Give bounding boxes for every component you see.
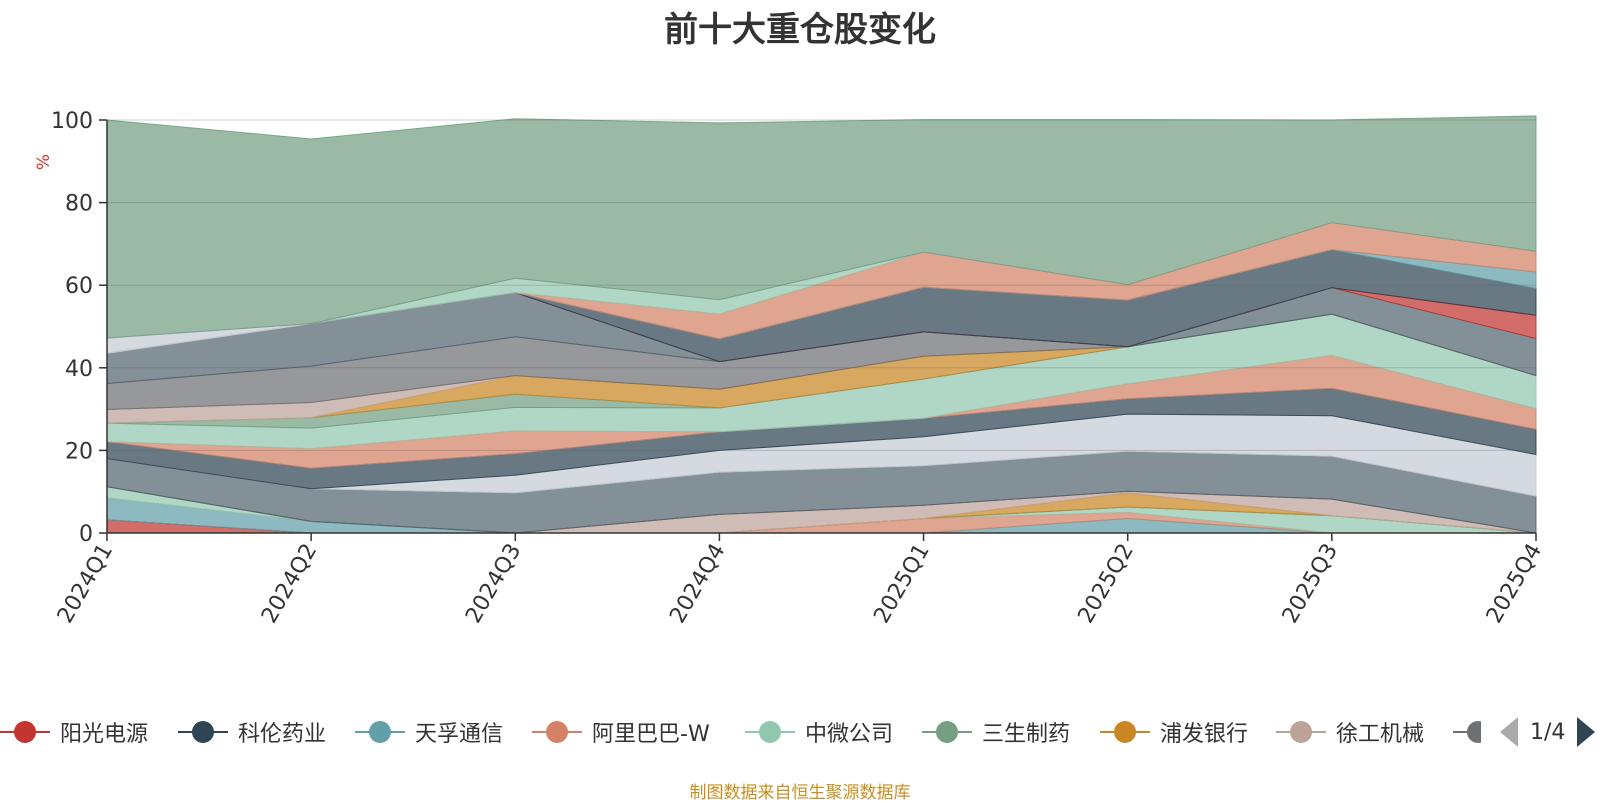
legend-item[interactable]: 天孚通信 [355,712,503,752]
legend-label: 徐工机械 [1336,722,1425,747]
y-tick-label: 0 [79,522,93,547]
x-tick-label: 2025Q4 [1482,540,1547,628]
y-tick-label: 40 [65,357,93,382]
legend-label: 浦发银行 [1160,722,1249,747]
y-tick-label: 60 [65,274,93,299]
legend-label: 阳光电源 [60,722,149,747]
legend-item[interactable]: 阳光电源 [0,712,148,752]
legend-page-indicator: 1/4 [1530,719,1566,745]
legend-item[interactable]: 中微公司 [745,712,893,752]
legend-marker-icon [355,720,405,744]
data-source-note: 制图数据来自恒生聚源数据库 [689,783,911,803]
y-tick-label: 100 [51,109,93,134]
legend-marker-icon [745,720,795,744]
x-tick-label: 2025Q2 [1074,540,1139,628]
chart-title: 前十大重仓股变化 [664,10,936,50]
legend-item[interactable]: 三生制药 [922,712,1070,752]
legend-prev-page-icon[interactable] [1500,717,1518,747]
legend-marker-icon [1276,720,1326,744]
x-tick-label: 2024Q2 [257,540,322,628]
chart-legend[interactable]: 阳光电源 科伦药业 天孚通信 阿里巴巴-W 中微公司 三生制药 浦发银行 徐工机械 [0,712,1600,752]
legend-item[interactable]: 徐工机械 [1276,712,1424,752]
legend-item[interactable]: 阿里巴巴-W [532,712,710,752]
stacked-area-chart: 0 20 40 60 80 100 2024Q1 2024Q2 2024Q3 2024Q4 2025… [34,109,1547,628]
legend-marker-icon [532,720,582,744]
y-axis-label: % [34,154,54,170]
legend-item-partial[interactable] [1453,712,1481,752]
legend-marker-icon [922,720,972,744]
x-tick-label: 2024Q3 [461,540,526,628]
legend-label: 中微公司 [805,722,894,747]
x-tick-label: 2024Q4 [665,540,730,628]
x-tick-label: 2025Q3 [1278,540,1343,628]
legend-item[interactable]: 科伦药业 [178,712,326,752]
area-series-25[interactable] [106,115,1537,339]
legend-item[interactable]: 浦发银行 [1100,712,1248,752]
x-tick-label: 2025Q1 [869,540,934,628]
legend-marker-icon [0,720,50,744]
y-tick-label: 20 [65,439,93,464]
legend-label: 阿里巴巴-W [592,722,710,747]
legend-label: 科伦药业 [238,722,327,747]
legend-marker-icon [1100,720,1150,744]
legend-next-page-icon[interactable] [1577,717,1596,747]
legend-marker-icon [1453,720,1481,744]
legend-marker-icon [178,720,228,744]
legend-label: 天孚通信 [415,722,504,747]
x-tick-label: 2024Q1 [53,540,118,628]
series-areas [106,115,1537,534]
y-tick-label: 80 [65,192,93,217]
legend-pager: 1/4 [1500,712,1596,752]
grid-lines [107,119,1536,451]
legend-label: 三生制药 [982,722,1071,747]
